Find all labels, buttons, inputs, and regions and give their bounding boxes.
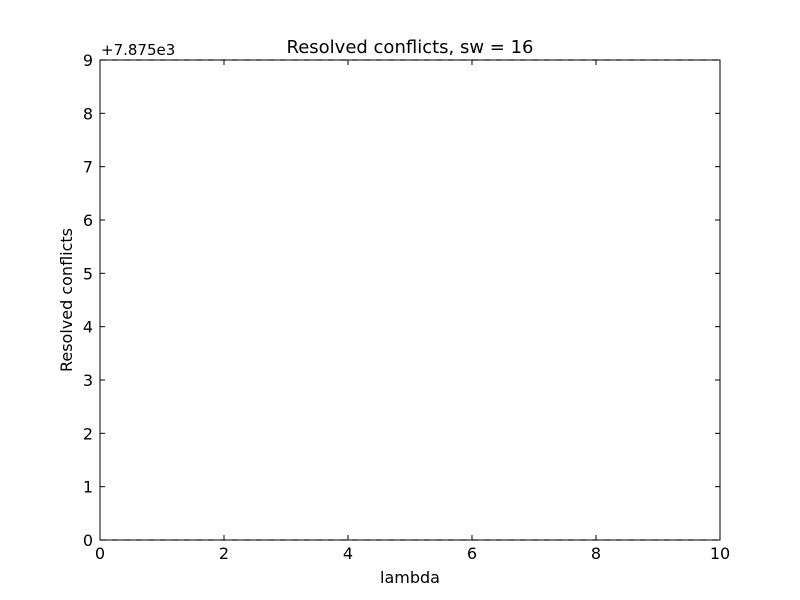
chart-title: Resolved conflicts, sw = 16	[287, 37, 534, 58]
y-tick-label: 6	[83, 211, 93, 230]
plot-area	[100, 60, 720, 540]
y-axis-label: Resolved conflicts	[57, 228, 76, 372]
x-ticks: 0 2 4 6 8 10	[95, 60, 730, 563]
y-tick-label: 9	[83, 51, 93, 70]
x-tick-label: 6	[467, 544, 477, 563]
y-tick-label: 1	[83, 478, 93, 497]
y-tick-label: 8	[83, 104, 93, 123]
y-tick-label: 0	[83, 531, 93, 550]
y-tick-label: 2	[83, 424, 93, 443]
y-tick-label: 4	[83, 318, 93, 337]
y-offset-label: +7.875e3	[101, 41, 175, 59]
y-ticks: 0 1 2 3 4 5 6 7 8 9	[83, 51, 720, 550]
y-tick-label: 3	[83, 371, 93, 390]
x-tick-label: 10	[710, 544, 730, 563]
x-tick-label: 4	[343, 544, 353, 563]
x-tick-label: 2	[219, 544, 229, 563]
x-axis-label: lambda	[380, 568, 440, 587]
axes-frame	[99, 59, 721, 541]
x-tick-label: 8	[591, 544, 601, 563]
y-tick-label: 7	[83, 158, 93, 177]
y-tick-label: 5	[83, 264, 93, 283]
x-tick-label: 0	[95, 544, 105, 563]
